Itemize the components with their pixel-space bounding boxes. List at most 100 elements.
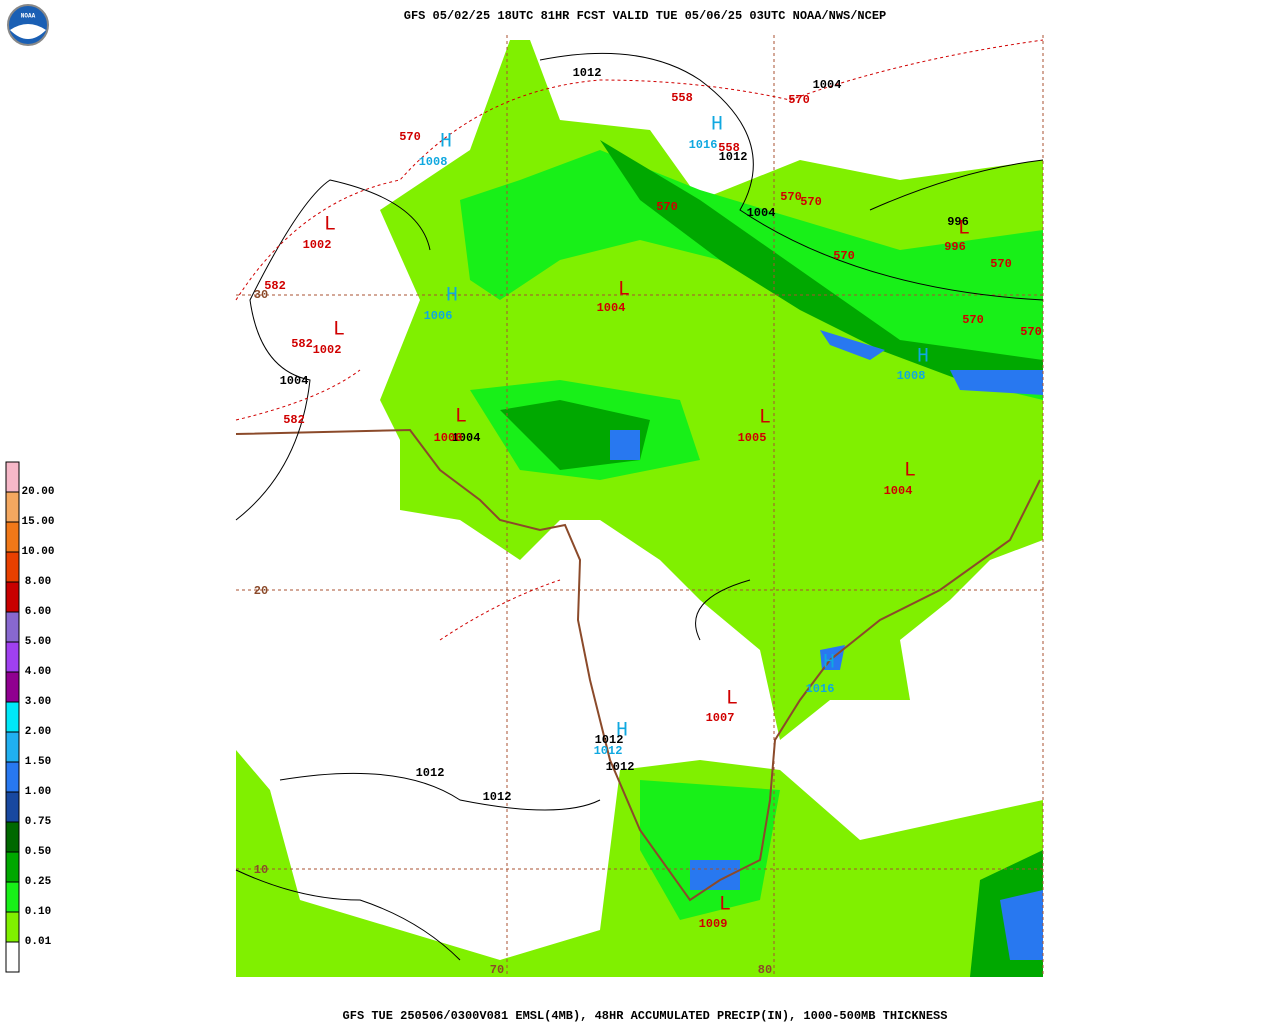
map-label: 1004 <box>597 301 626 315</box>
logo-text: NOAA <box>21 13 36 20</box>
legend-swatch <box>5 611 20 643</box>
map-label: L <box>958 217 970 240</box>
map-label: H <box>446 284 458 307</box>
legend-swatch <box>5 551 20 583</box>
legend-label: 4.00 <box>25 666 51 678</box>
map-label: 20 <box>254 584 268 598</box>
map-label: 1012 <box>416 766 445 780</box>
map-label: 1002 <box>313 343 342 357</box>
map-label: 558 <box>671 91 693 105</box>
map-label: 1012 <box>573 66 602 80</box>
map-label: L <box>904 459 916 482</box>
map-label: 558 <box>718 141 740 155</box>
map-label: L <box>719 893 731 916</box>
legend-label: 0.50 <box>25 846 51 858</box>
legend-swatch <box>5 791 20 823</box>
map-label: L <box>726 687 738 710</box>
legend-label: 3.00 <box>25 696 51 708</box>
map-label: 1004 <box>813 78 842 92</box>
map-label: 1002 <box>303 238 332 252</box>
legend-label: 1.00 <box>25 786 51 798</box>
map-label: 1009 <box>699 917 728 931</box>
legend-label: 8.00 <box>25 576 51 588</box>
legend-label: 0.01 <box>25 936 52 948</box>
legend-label: 0.75 <box>25 816 52 828</box>
legend-swatch <box>5 461 20 493</box>
legend-label: 1.50 <box>25 756 51 768</box>
legend-label: 2.00 <box>25 726 51 738</box>
map-label: 570 <box>962 313 984 327</box>
legend-swatch <box>5 491 20 523</box>
map-label: 10 <box>254 863 268 877</box>
map-label: 996 <box>947 215 969 229</box>
legend-label: 0.10 <box>25 906 51 918</box>
map-label: L <box>324 213 336 236</box>
map-label: 1012 <box>594 744 623 758</box>
map-label: 70 <box>490 963 504 977</box>
map-label: L <box>455 405 467 428</box>
legend-label: 20.00 <box>21 486 54 498</box>
legend-label: 10.00 <box>21 546 54 558</box>
legend-label: 15.00 <box>21 516 54 528</box>
map-label: 1012 <box>483 790 512 804</box>
legend-swatch <box>5 521 20 553</box>
map-label: 570 <box>788 93 810 107</box>
map-label: 570 <box>833 249 855 263</box>
map-label: 30 <box>254 288 268 302</box>
map-label: H <box>440 130 452 153</box>
map-label: 570 <box>780 190 802 204</box>
legend-swatch <box>5 851 20 883</box>
map-label: 582 <box>283 413 305 427</box>
map-label: H <box>711 113 723 136</box>
legend-swatch <box>5 671 20 703</box>
map-label: 1007 <box>706 711 735 725</box>
map-area <box>235 35 1044 977</box>
map-label: 570 <box>399 130 421 144</box>
legend-swatch <box>5 821 20 853</box>
map-label: 1006 <box>424 309 453 323</box>
map-label: 1016 <box>806 682 835 696</box>
map-label: 1008 <box>897 369 926 383</box>
map-label: 1008 <box>419 155 448 169</box>
map-label: 1004 <box>452 431 481 445</box>
legend-swatch <box>5 881 20 913</box>
legend-label: 5.00 <box>25 636 51 648</box>
map-label: L <box>333 318 345 341</box>
map-label: H <box>616 719 628 742</box>
map-label: 1000 <box>434 431 463 445</box>
logo: NOAA <box>7 4 49 46</box>
map-label: 582 <box>291 337 313 351</box>
map-label: 80 <box>758 963 772 977</box>
legend-swatch <box>5 761 20 793</box>
map-label: 570 <box>656 200 678 214</box>
map-label: 582 <box>264 279 286 293</box>
title: GFS 05/02/25 18UTC 81HR FCST VALID TUE 0… <box>404 9 886 23</box>
legend-swatch <box>5 911 20 943</box>
map-label: 1012 <box>606 760 635 774</box>
map-label: 1012 <box>719 150 748 164</box>
map-label: 1005 <box>738 431 767 445</box>
map-label: H <box>823 651 835 674</box>
map-label: 1012 <box>595 733 624 747</box>
map-label: 1004 <box>747 206 776 220</box>
map-label: 1004 <box>280 374 309 388</box>
legend-label: 6.00 <box>25 606 51 618</box>
legend-swatch <box>5 731 20 763</box>
map-label: L <box>759 406 771 429</box>
map-label: 1016 <box>689 138 718 152</box>
map-label: 1004 <box>884 484 913 498</box>
map-label: 570 <box>1020 325 1042 339</box>
legend-swatch <box>5 581 20 613</box>
legend-label: 0.25 <box>25 876 52 888</box>
map-label: 570 <box>990 257 1012 271</box>
map-label: 996 <box>944 240 966 254</box>
legend-swatch <box>5 641 20 673</box>
legend-swatch <box>5 701 20 733</box>
footer-caption: GFS TUE 250506/0300V081 EMSL(4MB), 48HR … <box>343 1009 948 1023</box>
legend: 20.00 15.00 10.00 8.00 6.00 5.00 4.00 3.00 2.00 1… <box>5 461 55 973</box>
map-label: L <box>618 278 630 301</box>
map-label: H <box>917 345 929 368</box>
map-label: 570 <box>800 195 822 209</box>
